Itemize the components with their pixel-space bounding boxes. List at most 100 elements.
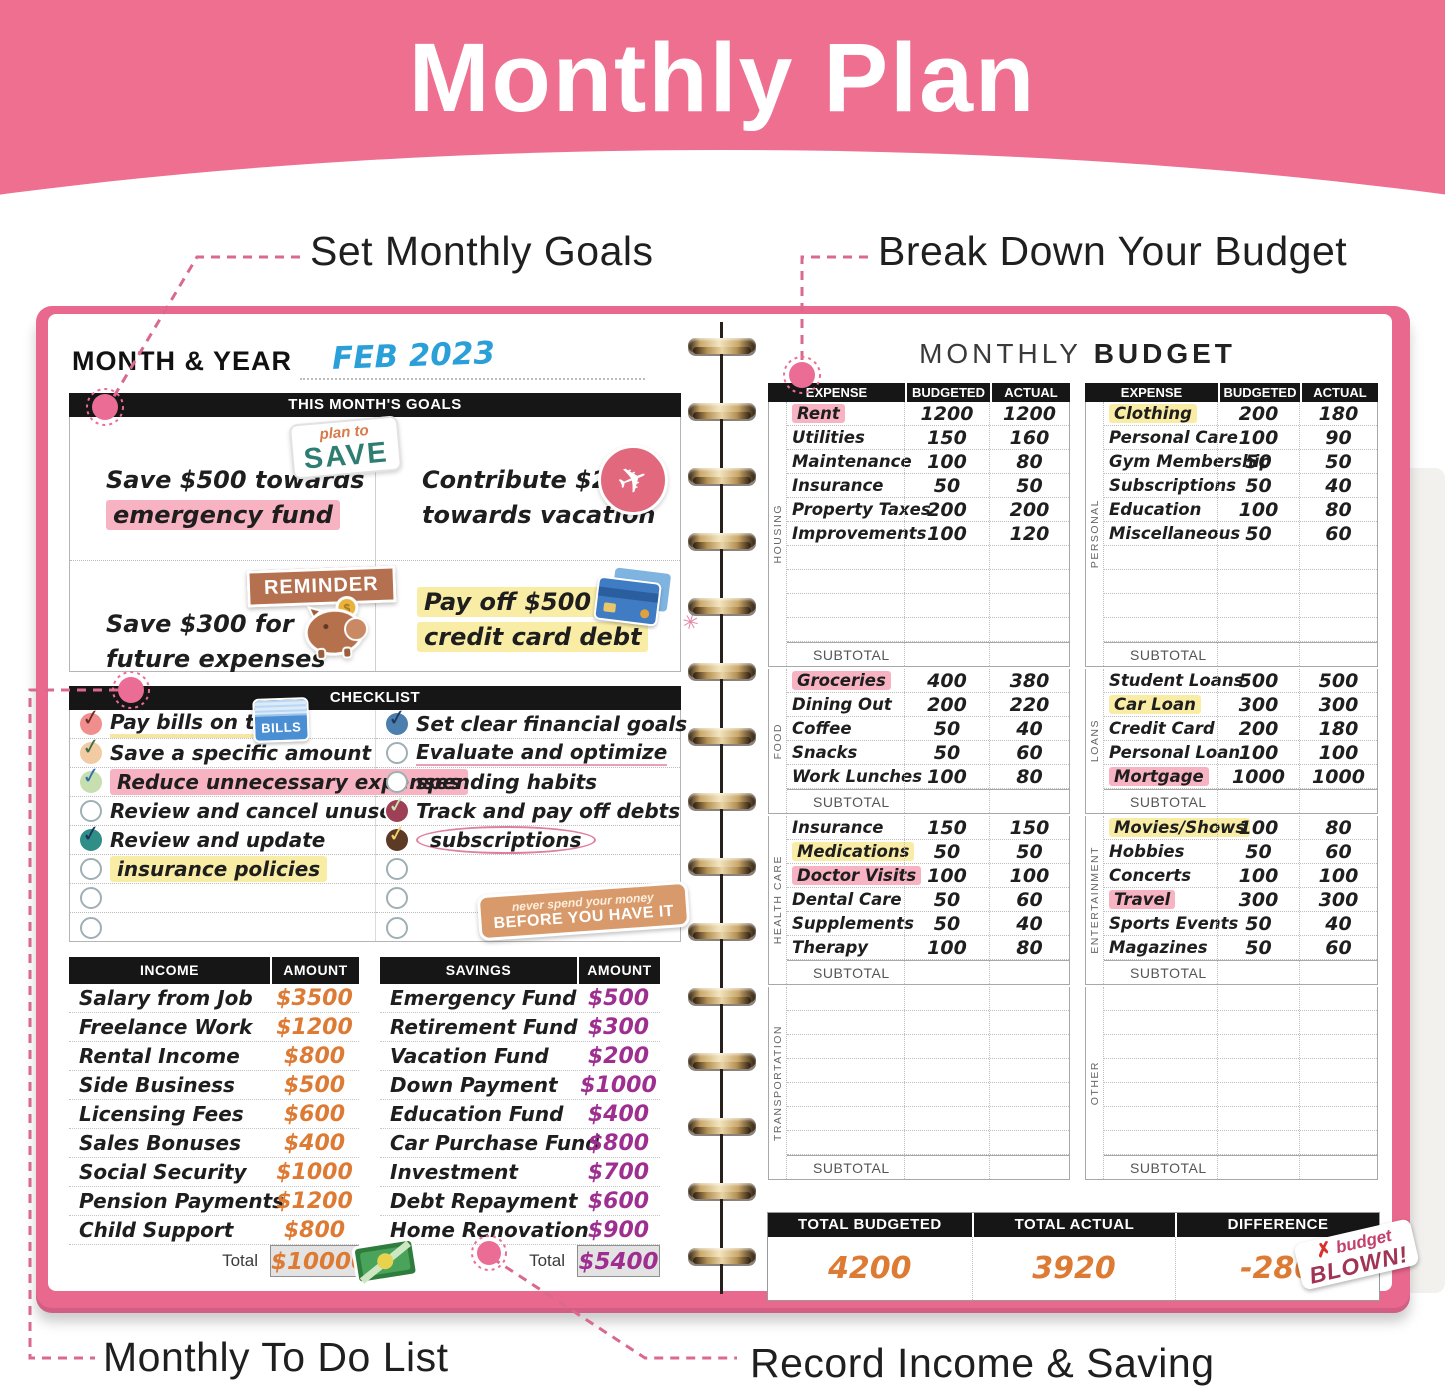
spiral-coil-icon [688,858,756,874]
total-actual-value: 3920 [971,1237,1176,1300]
money-row-name: Emergency Fund [390,986,577,1010]
budget-table-left: EXPENSE BUDGETED ACTUAL HOUSING Rent 1200 1… [768,383,1070,1182]
svg-text:$: $ [343,601,351,615]
money-table-row: Education Fund $400 [380,1100,660,1129]
section-label-text: HEALTH CARE [771,855,784,945]
expense-name-text: Movies/Shows [1109,818,1251,837]
expense-name-text: Personal Care [1109,428,1238,447]
expense-budgeted: 50 [1217,450,1299,473]
plan-to-save-sticker: plan to SAVE [288,415,403,480]
expense-row: Miscellaneous 50 60 [1104,522,1377,546]
expense-actual: 60 [1299,936,1377,959]
money-row-amount: $400 [283,1130,346,1156]
money-row-name: Licensing Fees [79,1102,244,1126]
checked-checkbox-icon: ✓ [386,705,408,735]
blank-budgeted-cell [904,1011,989,1034]
expense-actual: 50 [989,474,1069,497]
expense-row-blank [787,987,1069,1011]
budget-section-label: OTHER [1086,987,1104,1179]
income-rows: Salary from Job $3500 Freelance Work $1200 R… [69,984,359,1245]
checklist-item-label: Evaluate and optimize [416,740,668,766]
expense-actual: 60 [1299,522,1377,545]
blank-budgeted-cell [904,594,989,617]
subtotal-actual-cell [1299,961,1377,984]
budget-section-label: PERSONAL [1086,402,1104,666]
expense-budgeted: 300 [1217,888,1299,911]
expense-name-text: Coffee [792,719,852,738]
blank-actual-cell [1299,1083,1377,1106]
expense-name-text: Miscellaneous [1109,524,1241,543]
expense-name: Mortgage [1104,767,1217,786]
expense-row: Rent 1200 1200 [787,402,1069,426]
expense-row: Dental Care 50 60 [787,888,1069,912]
expense-name-text: Work Lunches [792,767,923,786]
subtotal-label: SUBTOTAL [1130,964,1207,981]
subtotal-row: SUBTOTAL [787,1155,1069,1179]
empty-checkbox-icon [386,916,408,939]
budget-section-health-care: HEALTH CARE Insurance 150 150 Medications 50 5… [768,816,1070,985]
empty-checkbox-icon [80,858,102,880]
budget-totals-values: 4200 3920 -280 [768,1237,1379,1300]
expense-actual: 80 [1299,498,1377,521]
goal-future-expenses: Save $300 for future expenses [106,610,326,673]
budget-section-body: Insurance 150 150 Medications 50 50 Doctor Vis… [787,816,1069,984]
checked-checkbox-icon: ✓ [386,821,408,851]
expense-row-blank [1104,1011,1377,1035]
expense-name-text: Credit Card [1109,719,1215,738]
budget-section-label: HEALTH CARE [769,816,787,984]
subtotal-row: SUBTOTAL [1104,960,1377,984]
money-row-amount: $800 [587,1130,650,1156]
expense-name-text: Property Taxes [792,500,931,519]
blank-budgeted-cell [1217,570,1299,593]
subtotal-label: SUBTOTAL [1130,646,1207,663]
subtotal-label: SUBTOTAL [1130,793,1207,810]
money-table-row: Rental Income $800 [69,1042,359,1071]
expense-row: Work Lunches 100 80 [787,765,1069,789]
callout-record-income-saving: Record Income & Saving [750,1340,1215,1386]
expense-row-blank [1104,1035,1377,1059]
expense-name-text: Therapy [792,938,869,957]
expense-budgeted: 50 [904,717,989,740]
subtotal-row: SUBTOTAL [787,960,1069,984]
empty-checkbox-icon [80,800,102,822]
money-row-amount: $800 [283,1217,346,1243]
expense-budgeted: 100 [904,936,989,959]
budget-section-other: OTHER SUBTOTAL [1085,987,1378,1180]
subtotal-actual-cell [1299,643,1377,666]
expense-name: Groceries [787,671,904,690]
expense-budgeted: 50 [904,840,989,863]
expense-actual: 80 [989,450,1069,473]
expense-name-text: Dental Care [792,890,902,909]
money-row-name: Debt Repayment [390,1189,578,1213]
expense-budgeted: 50 [1217,912,1299,935]
money-row-name: Investment [390,1160,518,1184]
expense-name: Student Loans [1104,671,1243,690]
expense-actual: 60 [989,741,1069,764]
spiral-coil-icon [688,468,756,484]
money-table-row: Vacation Fund $200 [380,1042,660,1071]
money-row-amount: $1200 [276,1014,353,1040]
expense-name: Miscellaneous [1104,524,1240,543]
expense-row-blank [787,618,1069,642]
expense-budgeted: 100 [904,450,989,473]
expense-row: Subscriptions 50 40 [1104,474,1377,498]
expense-name-text: Subscriptions [1109,476,1237,495]
checklist-item-text: Review and update [110,828,326,852]
spiral-coil-icon [688,728,756,744]
checklist-item: ✓ Track and pay off debts [376,792,680,826]
money-table-row: Emergency Fund $500 [380,984,660,1013]
expense-row: Car Loan 300 300 [1104,693,1377,717]
blank-actual-cell [989,987,1069,1010]
goals-vertical-divider [375,417,376,671]
checked-checkbox-icon: ✓ [80,821,102,851]
expense-row-blank [1104,570,1377,594]
expense-row: Insurance 150 150 [787,816,1069,840]
expense-row: Sports Events 50 40 [1104,912,1377,936]
expense-name: Clothing [1104,404,1217,423]
money-row-name: Salary from Job [79,986,253,1010]
expense-name-text: Magazines [1109,938,1208,957]
expense-row: Education 100 80 [1104,498,1377,522]
month-year-underline [300,378,645,380]
expense-name: Work Lunches [787,767,922,786]
checklist-item-label: subscriptions [416,826,596,854]
